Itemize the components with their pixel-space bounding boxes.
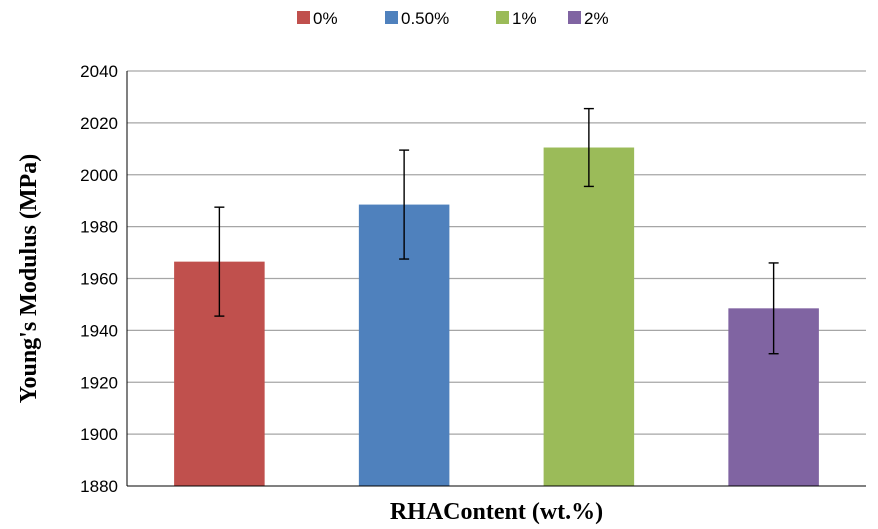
bars — [174, 147, 819, 486]
y-tick-label: 1940 — [80, 321, 118, 340]
y-axis-ticks: 1880 1900 1920 1940 1960 1980 2000 2020 2040 — [80, 62, 118, 496]
y-tick-label: 1960 — [80, 270, 118, 289]
y-tick-label: 1900 — [80, 425, 118, 444]
legend-swatch — [568, 11, 581, 24]
legend-item-1: 0% — [297, 9, 338, 28]
legend-item-2: 0.50% — [385, 9, 449, 28]
legend-label: 1% — [512, 9, 537, 28]
y-tick-label: 1980 — [80, 218, 118, 237]
error-bar-3 — [583, 107, 594, 188]
legend: 0% 0.50% 1% 2% — [297, 9, 609, 28]
legend-label: 2% — [584, 9, 609, 28]
error-bars — [214, 107, 779, 355]
legend-item-3: 1% — [496, 9, 537, 28]
legend-swatch — [385, 11, 398, 24]
legend-label: 0.50% — [401, 9, 449, 28]
y-tick-label: 2040 — [80, 62, 118, 81]
legend-item-4: 2% — [568, 9, 609, 28]
bar-3 — [543, 147, 635, 486]
y-tick-label: 2020 — [80, 114, 118, 133]
y-axis-title: Young's Modulus (MPa) — [16, 154, 42, 403]
legend-label: 0% — [313, 9, 338, 28]
error-bar-4 — [768, 262, 779, 355]
y-tick-label: 1880 — [80, 477, 118, 496]
error-bar-1 — [214, 206, 225, 317]
error-bar-2 — [399, 149, 410, 260]
legend-swatch — [297, 11, 310, 24]
legend-swatch — [496, 11, 509, 24]
x-axis-title: RHAContent (wt.%) — [390, 499, 603, 525]
y-tick-label: 2000 — [80, 166, 118, 185]
y-tick-label: 1920 — [80, 373, 118, 392]
